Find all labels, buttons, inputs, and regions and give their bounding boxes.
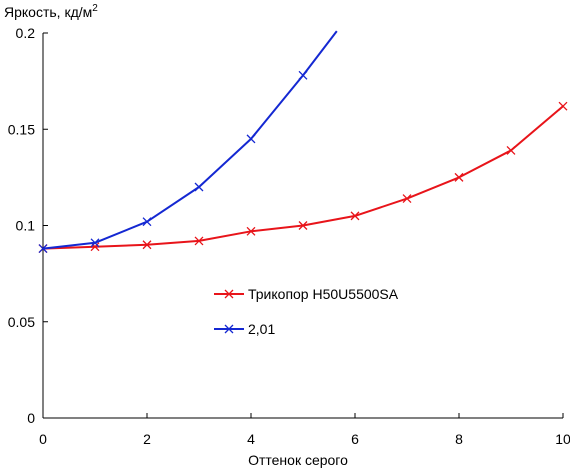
data-point <box>350 211 360 221</box>
x-tick-label: 10 <box>555 431 570 447</box>
y-tick-label: 0.05 <box>8 314 35 330</box>
legend-marker-blue <box>224 324 234 334</box>
legend-item-red: Трикопор H50U5500SA <box>214 286 399 302</box>
data-point <box>246 226 256 236</box>
data-point <box>194 182 204 192</box>
data-point <box>194 236 204 246</box>
legend: Трикопор H50U5500SA 2,01 <box>214 286 399 337</box>
data-point <box>506 145 516 155</box>
series-line-1 <box>42 30 338 250</box>
x-axis-title: Оттенок серого <box>248 452 348 468</box>
series-0 <box>38 101 568 254</box>
data-point <box>298 70 308 80</box>
y-axis-title: Яркость, кд/м2 <box>4 3 98 20</box>
y-tick-label: 0.2 <box>16 25 36 41</box>
data-point <box>38 244 48 254</box>
data-point <box>142 217 152 227</box>
y-tick-label: 0.1 <box>16 218 36 234</box>
data-point <box>90 238 100 248</box>
legend-label-red: Трикопор H50U5500SA <box>248 286 399 302</box>
data-point <box>454 172 464 182</box>
x-tick-label: 0 <box>39 431 47 447</box>
data-point <box>246 134 256 144</box>
x-tick-label: 4 <box>247 431 255 447</box>
x-tick-label: 8 <box>455 431 463 447</box>
legend-item-blue: 2,01 <box>214 321 275 337</box>
data-point <box>402 194 412 204</box>
data-point <box>142 240 152 250</box>
y-axis-title-superscript: 2 <box>92 3 98 14</box>
x-tick-label: 2 <box>143 431 151 447</box>
y-tick-label: 0.15 <box>8 121 35 137</box>
ticks: 0 0.05 0.1 0.15 0.2 0 2 4 6 8 10 <box>8 25 570 447</box>
y-tick-label: 0 <box>27 410 35 426</box>
data-point <box>298 221 308 230</box>
y-axis-title-text: Яркость, кд/м <box>4 4 92 20</box>
data-point <box>558 101 568 111</box>
x-tick-label: 6 <box>351 431 359 447</box>
legend-label-blue: 2,01 <box>248 321 275 337</box>
legend-marker-red <box>224 289 234 299</box>
series-line-0 <box>42 105 564 250</box>
series-layer <box>38 30 568 254</box>
series-1 <box>38 30 338 254</box>
